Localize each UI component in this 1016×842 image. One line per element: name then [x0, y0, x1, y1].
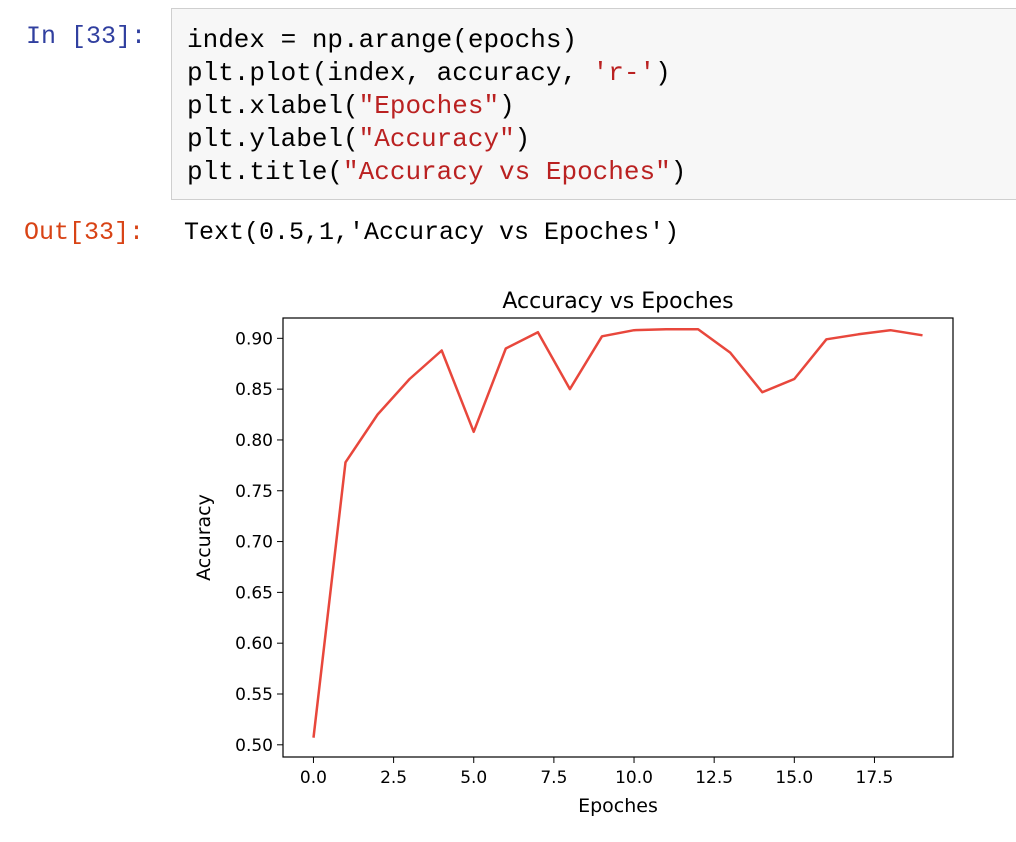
- y-tick-label: 0.50: [235, 736, 273, 756]
- code-line: index = np.arange(epochs): [187, 25, 577, 55]
- series-group: [312, 327, 923, 738]
- x-tick-label: 7.5: [540, 768, 567, 788]
- code-string-token: 'r-': [592, 58, 656, 88]
- y-axis-ticks: 0.50 0.55 0.60 0.65 0.70 0.75 0.80 0.85 0.90: [235, 329, 283, 756]
- code-token: ): [499, 91, 515, 121]
- code-line: plt.ylabel("Accuracy"): [187, 124, 530, 154]
- code-token: index = np.arange(epochs): [187, 25, 578, 55]
- code-token: plt.xlabel(: [187, 91, 359, 121]
- code-line: plt.xlabel("Epoches"): [187, 91, 515, 121]
- code-line: plt.title("Accuracy vs Epoches"): [187, 157, 686, 187]
- code-token: ): [670, 157, 687, 187]
- y-axis-label: Accuracy: [193, 494, 215, 581]
- axes-frame: [282, 317, 954, 758]
- y-tick-label: 0.85: [235, 380, 273, 400]
- x-tick-label: 0.0: [300, 768, 327, 788]
- accuracy-series-line: [312, 327, 923, 738]
- x-tick-label: 10.0: [615, 768, 653, 788]
- code-token: plt.title(: [187, 157, 344, 187]
- y-tick-label: 0.80: [235, 431, 273, 451]
- chart-title: Accuracy vs Epoches: [502, 289, 733, 314]
- y-tick-label: 0.60: [235, 634, 273, 654]
- x-tick-label: 12.5: [695, 768, 733, 788]
- y-tick-label: 0.55: [235, 685, 273, 705]
- x-tick-label: 15.0: [775, 768, 813, 788]
- code-token: plt.plot(index, accuracy,: [187, 58, 593, 88]
- x-tick-label: 17.5: [856, 768, 894, 788]
- code-cell[interactable]: index = np.arange(epochs) plt.plot(index,…: [171, 8, 1016, 200]
- y-tick-label: 0.65: [235, 583, 273, 603]
- input-prompt: In [33]:: [26, 22, 147, 51]
- output-text: Text(0.5,1,'Accuracy vs Epoches'): [184, 218, 680, 247]
- output-prompt: Out[33]:: [24, 218, 145, 247]
- code-token: plt.ylabel(: [187, 124, 359, 154]
- plot-area: [282, 317, 954, 758]
- code-string-token: "Accuracy": [358, 124, 515, 154]
- x-tick-label: 5.0: [460, 768, 487, 788]
- x-tick-label: 2.5: [380, 768, 407, 788]
- code-line: plt.plot(index, accuracy, 'r-'): [187, 58, 671, 88]
- code-string-token: "Epoches": [358, 91, 500, 121]
- code-string-token: "Accuracy vs Epoches": [343, 157, 671, 187]
- y-tick-label: 0.75: [235, 482, 273, 502]
- y-tick-label: 0.90: [235, 329, 273, 349]
- x-axis-ticks: 0.0 2.5 5.0 7.5 10.0 12.5 15.0 17.5: [300, 757, 893, 788]
- x-axis-label: Epoches: [578, 795, 658, 817]
- y-tick-label: 0.70: [235, 533, 273, 553]
- code-token: ): [655, 58, 671, 88]
- code-token: ): [514, 124, 531, 154]
